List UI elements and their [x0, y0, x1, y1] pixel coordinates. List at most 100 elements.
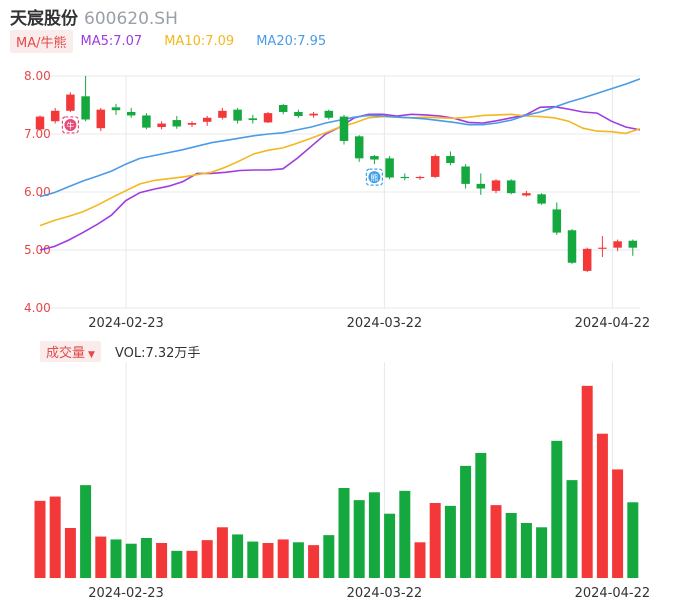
- candle: [385, 156, 394, 180]
- volume-bar: [171, 550, 183, 578]
- ma20-line: [39, 78, 641, 198]
- y-tick-label: 8.00: [24, 69, 51, 83]
- candle: [537, 193, 546, 205]
- candle-body: [96, 109, 106, 129]
- marker-frame: [365, 168, 383, 186]
- candle-body: [172, 120, 182, 127]
- candle: [400, 173, 410, 181]
- candle: [598, 236, 607, 257]
- volume-bar: [247, 541, 259, 578]
- volume-bar: [34, 500, 46, 578]
- volume-bar: [551, 440, 563, 578]
- volume-x-tick-label: 2024-04-22: [575, 586, 651, 601]
- candle-body: [339, 116, 349, 141]
- candle-body: [506, 180, 516, 194]
- volume-bar: [368, 492, 380, 578]
- candle: [278, 103, 288, 115]
- bull-marker-icon: 牛: [61, 116, 80, 134]
- candle: [81, 76, 90, 122]
- candle: [476, 173, 486, 195]
- candle: [96, 107, 106, 132]
- x-tick-label: 2024-03-22: [347, 316, 423, 331]
- candle-body: [50, 110, 60, 122]
- candle: [66, 92, 75, 112]
- candle: [522, 190, 531, 197]
- candle-body: [598, 247, 607, 249]
- volume-bar: [95, 536, 107, 578]
- volume-bar: [566, 480, 578, 578]
- candle-body: [111, 107, 121, 111]
- stock-code: 600620.SH: [84, 9, 178, 29]
- volume-bar: [505, 512, 517, 578]
- candle: [552, 202, 562, 235]
- candle: [309, 111, 318, 118]
- volume-bar: [612, 469, 624, 578]
- candle-body: [187, 122, 197, 125]
- candle: [339, 114, 349, 145]
- volume-bar: [292, 542, 304, 578]
- marker-dot: [64, 118, 77, 131]
- volume-bar: [353, 500, 365, 578]
- candle-body: [446, 156, 455, 163]
- volume-toggle-button[interactable]: 成交量 ▼: [40, 340, 101, 362]
- candle-body: [415, 176, 425, 179]
- marker-frame: [61, 116, 80, 134]
- volume-bar: [216, 527, 228, 578]
- volume-bar: [125, 543, 137, 578]
- candle-body: [370, 156, 379, 160]
- volume-bar: [460, 465, 472, 578]
- candle: [415, 175, 425, 180]
- volume-bar: [399, 490, 411, 578]
- candle-body: [142, 115, 151, 128]
- candle: [35, 115, 45, 131]
- candle: [111, 103, 121, 115]
- volume-bar: [64, 527, 76, 578]
- candle: [370, 154, 379, 165]
- bear-marker-icon: 熊: [365, 168, 383, 186]
- volume-bar: [490, 505, 502, 578]
- candle-body: [126, 111, 136, 116]
- candle-body: [354, 136, 364, 159]
- candle: [354, 135, 364, 162]
- candle-body: [263, 113, 273, 123]
- candle: [294, 109, 303, 118]
- marker-dot: [368, 171, 381, 184]
- candle: [263, 111, 273, 123]
- candle: [461, 164, 470, 189]
- volume-x-tick-label: 2024-02-23: [88, 586, 164, 601]
- candle-body: [400, 176, 410, 179]
- stock-name: 天宸股份: [10, 9, 78, 29]
- volume-bar: [414, 542, 426, 578]
- candle-body: [35, 116, 45, 130]
- candle-body: [582, 248, 592, 271]
- y-tick-label: 5.00: [24, 243, 51, 257]
- candle-body: [66, 94, 75, 111]
- candle: [233, 107, 242, 124]
- candle: [567, 229, 577, 264]
- marker-label: 牛: [66, 120, 74, 130]
- ma-toggle-button[interactable]: MA/牛熊: [10, 29, 73, 53]
- stock-header: 天宸股份 600620.SH: [10, 4, 178, 29]
- volume-bar: [80, 485, 92, 578]
- candle-body: [385, 158, 394, 178]
- candle-body: [202, 117, 212, 122]
- candle: [126, 107, 136, 118]
- candle-body: [522, 193, 531, 196]
- volume-bar: [140, 537, 152, 578]
- volume-bar: [338, 487, 350, 578]
- volume-bar: [520, 522, 532, 578]
- candle: [248, 114, 258, 124]
- candle-body: [157, 123, 166, 128]
- volume-legend: 成交量 ▼ VOL:7.32万手: [40, 340, 200, 362]
- volume-bar: [201, 540, 213, 578]
- volume-bar: [110, 539, 122, 578]
- y-tick-label: 4.00: [24, 301, 51, 315]
- candle: [446, 151, 455, 166]
- volume-bar: [627, 502, 639, 578]
- candle-body: [476, 183, 486, 189]
- candle: [50, 107, 60, 124]
- candle-body: [278, 105, 288, 112]
- candle-body: [324, 110, 334, 118]
- x-tick-label: 2024-04-22: [575, 316, 651, 331]
